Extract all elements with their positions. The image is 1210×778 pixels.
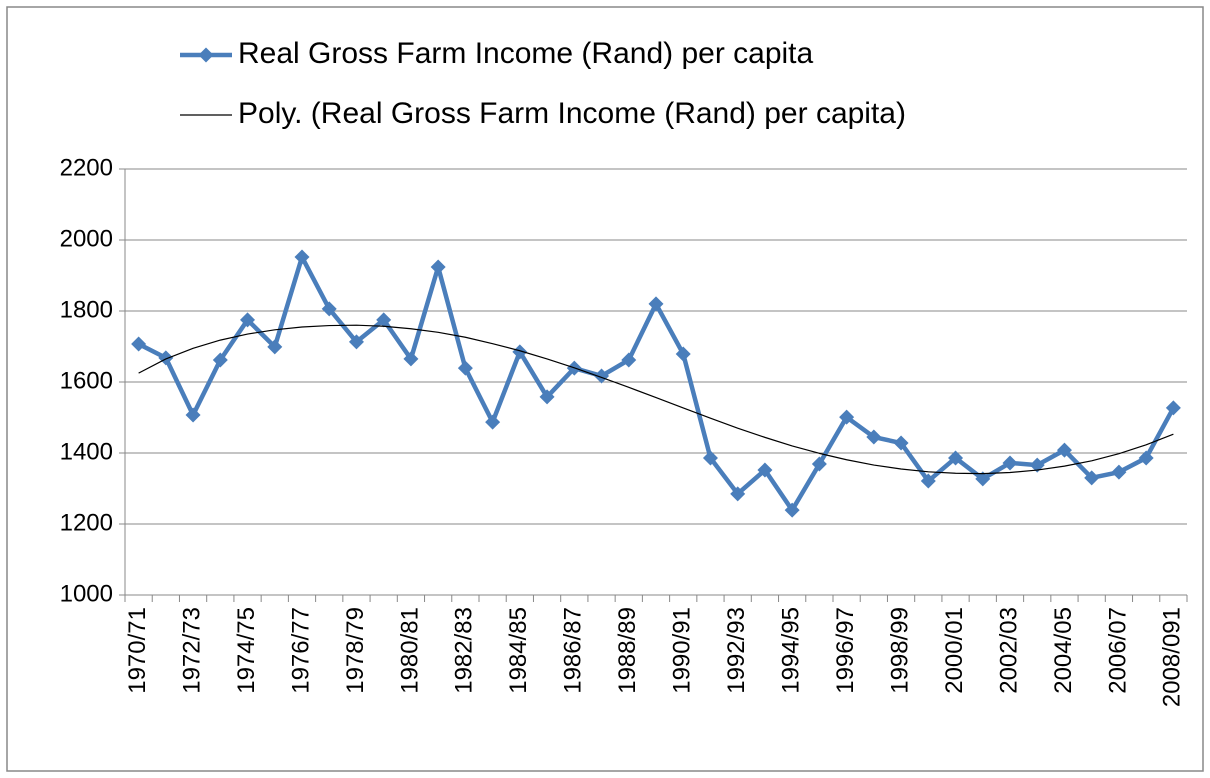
x-tick-label: 1990/91 (669, 607, 696, 694)
y-tick-label: 1000 (60, 580, 113, 607)
x-tick-label: 1972/73 (178, 607, 205, 694)
data-point (131, 336, 147, 352)
data-point (294, 249, 310, 265)
data-point (1111, 464, 1127, 480)
data-point (730, 486, 746, 502)
data-point (539, 389, 555, 405)
data-point (675, 346, 691, 362)
data-point (839, 409, 855, 425)
data-point (975, 471, 991, 487)
data-point (240, 312, 256, 328)
data-point (811, 456, 827, 472)
y-tick-label: 1800 (60, 296, 113, 323)
y-tick-label: 1600 (60, 367, 113, 394)
y-tick-label: 2200 (60, 154, 113, 181)
x-tick-label: 1998/99 (886, 607, 913, 694)
y-tick-label: 1400 (60, 438, 113, 465)
data-point (485, 414, 501, 430)
x-tick-label: 1992/93 (723, 607, 750, 694)
x-tick-label: 1980/81 (396, 607, 423, 694)
x-tick-label: 1978/79 (342, 607, 369, 694)
data-point (1056, 442, 1072, 458)
data-point (376, 312, 392, 328)
data-point (1029, 457, 1045, 473)
x-tick-label: 1974/75 (233, 607, 260, 694)
data-point (893, 435, 909, 451)
y-tick-label: 2000 (60, 225, 113, 252)
data-point (621, 352, 637, 368)
data-point (1138, 450, 1154, 466)
data-point (267, 339, 283, 355)
x-tick-label: 2004/05 (1050, 607, 1077, 694)
x-tick-label: 2008/091 (1159, 607, 1186, 707)
data-point (1002, 455, 1018, 471)
legend-marker (198, 47, 214, 63)
x-tick-label: 1986/87 (560, 607, 587, 694)
data-point (185, 407, 201, 423)
x-tick-label: 1994/95 (777, 607, 804, 694)
series-line (138, 324, 1174, 475)
data-point (1165, 400, 1181, 416)
data-point (403, 351, 419, 367)
x-tick-label: 1984/85 (505, 607, 532, 694)
x-tick-label: 2002/03 (995, 607, 1022, 694)
x-tick-label: 2000/01 (941, 607, 968, 694)
data-point (920, 473, 936, 489)
x-tick-label: 2006/07 (1104, 607, 1131, 694)
x-tick-label: 1976/77 (287, 607, 314, 694)
data-point (457, 360, 473, 376)
data-point (158, 350, 174, 366)
y-tick-label: 1200 (60, 509, 113, 536)
data-point (348, 334, 364, 350)
x-tick-label: 1988/89 (614, 607, 641, 694)
data-point (430, 259, 446, 275)
data-point (648, 296, 664, 312)
x-tick-label: 1982/83 (451, 607, 478, 694)
x-tick-label: 1996/97 (832, 607, 859, 694)
legend-label: Real Gross Farm Income (Rand) per capita (238, 37, 814, 70)
x-tick-label: 1970/71 (124, 607, 151, 694)
data-point (866, 429, 882, 445)
data-point (702, 450, 718, 466)
data-point (784, 502, 800, 518)
data-point (512, 344, 528, 360)
data-point (948, 450, 964, 466)
data-point (757, 462, 773, 478)
data-point (212, 352, 228, 368)
data-point (321, 301, 337, 317)
legend-label: Poly. (Real Gross Farm Income (Rand) per… (238, 97, 906, 130)
data-point (1084, 470, 1100, 486)
data-point (594, 368, 610, 384)
